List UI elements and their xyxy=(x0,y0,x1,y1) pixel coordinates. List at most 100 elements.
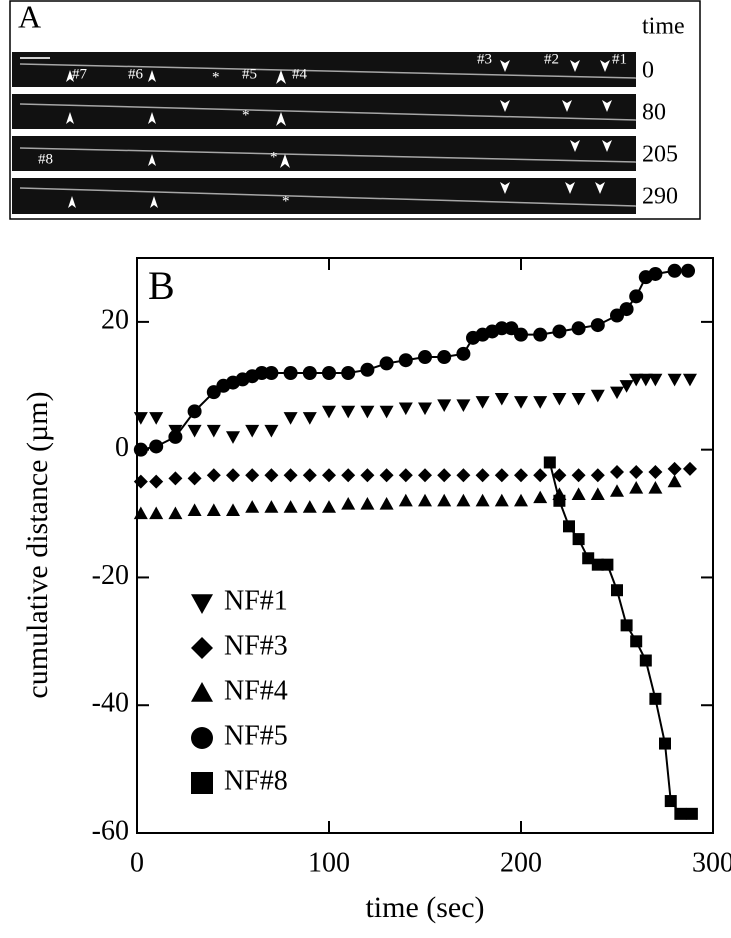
marker xyxy=(648,481,663,494)
marker xyxy=(187,424,202,438)
filament-label: #1 xyxy=(612,51,627,67)
marker xyxy=(667,263,682,278)
marker xyxy=(379,496,394,510)
marker xyxy=(590,318,605,333)
marker xyxy=(187,404,202,419)
marker xyxy=(629,481,644,494)
marker xyxy=(533,327,548,342)
y-tick-label: 20 xyxy=(101,304,129,335)
filament-label: #4 xyxy=(292,66,308,82)
marker xyxy=(514,468,528,483)
arrowhead xyxy=(570,140,580,152)
filament-label: #3 xyxy=(477,51,492,67)
marker xyxy=(418,402,432,416)
marker xyxy=(302,412,317,425)
legend-label: NF#4 xyxy=(224,675,288,706)
legend-label: NF#8 xyxy=(224,765,288,796)
marker xyxy=(187,471,202,486)
y-axis-title: cumulative distance (µm) xyxy=(21,391,54,698)
marker xyxy=(494,493,509,507)
marker xyxy=(360,468,375,483)
legend-label: NF#1 xyxy=(224,585,288,616)
y-tick-label: -40 xyxy=(92,688,129,719)
marker xyxy=(571,468,586,483)
marker xyxy=(264,468,279,483)
arrowhead xyxy=(276,112,286,126)
marker xyxy=(572,533,585,546)
asterisk: * xyxy=(212,69,220,85)
marker xyxy=(648,465,663,480)
marker xyxy=(601,558,614,571)
y-tick-label: -20 xyxy=(92,560,129,591)
marker xyxy=(341,468,356,483)
marker xyxy=(619,380,634,393)
marker xyxy=(437,468,452,483)
marker xyxy=(341,496,356,510)
marker xyxy=(437,493,452,507)
marker xyxy=(533,396,548,409)
marker xyxy=(245,424,260,438)
marker xyxy=(360,496,375,510)
marker xyxy=(245,468,260,483)
marker xyxy=(437,350,452,365)
marker xyxy=(563,520,575,533)
marker xyxy=(398,493,413,507)
filament-label: #5 xyxy=(242,66,257,82)
arrowhead xyxy=(276,70,286,84)
marker xyxy=(571,321,586,336)
marker xyxy=(533,490,548,504)
marker xyxy=(418,493,432,507)
marker xyxy=(475,468,490,483)
marker xyxy=(543,456,556,469)
marker xyxy=(514,493,528,507)
marker xyxy=(437,399,452,412)
marker xyxy=(133,412,148,425)
marker xyxy=(456,346,471,361)
arrowhead xyxy=(500,100,510,112)
filament xyxy=(19,103,637,121)
marker xyxy=(514,327,528,342)
x-axis-title: time (sec) xyxy=(365,891,484,924)
marker xyxy=(322,366,336,380)
marker xyxy=(610,484,624,497)
legend-marker xyxy=(191,637,213,659)
marker xyxy=(639,654,652,667)
marker xyxy=(149,506,164,520)
asterisk: * xyxy=(242,107,250,123)
arrowhead xyxy=(500,182,510,194)
legend-marker xyxy=(191,727,213,749)
filament xyxy=(19,63,637,79)
marker xyxy=(638,373,653,387)
image-strips xyxy=(12,52,636,214)
panel-a: A time 0 80 205 290 #7 #6 #5 #4 #3 #2 #1… xyxy=(9,0,701,220)
filament-label: #6 xyxy=(128,66,144,82)
x-tick-label: 300 xyxy=(692,847,731,878)
marker xyxy=(283,468,298,483)
marker xyxy=(685,807,698,820)
marker xyxy=(648,266,663,281)
arrowhead xyxy=(562,100,572,112)
marker xyxy=(341,366,356,380)
marker xyxy=(649,692,662,705)
marker xyxy=(582,552,595,565)
marker xyxy=(590,468,605,483)
marker xyxy=(664,795,677,808)
marker xyxy=(149,412,164,425)
arrowhead xyxy=(150,196,158,208)
marker xyxy=(206,424,221,438)
marker xyxy=(283,500,298,513)
arrowhead xyxy=(66,112,74,124)
panel-label: A xyxy=(18,0,41,34)
marker xyxy=(648,373,663,387)
marker xyxy=(206,468,221,483)
marker xyxy=(302,500,317,513)
marker xyxy=(283,412,298,425)
x-tick-label: 0 xyxy=(130,847,144,878)
arrowhead xyxy=(66,70,74,82)
asterisk: * xyxy=(282,193,290,209)
image-strip xyxy=(12,178,636,214)
filaments xyxy=(19,57,637,207)
arrowhead xyxy=(280,154,290,168)
marker xyxy=(620,619,633,632)
marker xyxy=(322,468,336,483)
